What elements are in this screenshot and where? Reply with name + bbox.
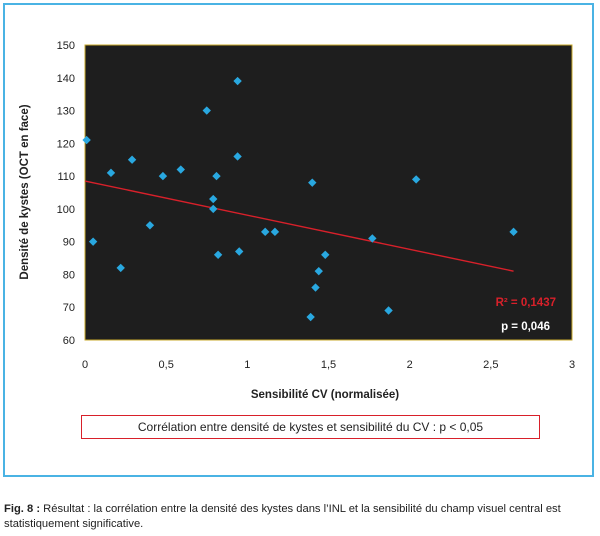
data-point — [209, 194, 218, 204]
data-point — [384, 306, 393, 315]
data-point — [213, 250, 223, 259]
data-point — [314, 266, 323, 276]
data-point — [411, 175, 421, 184]
data-point — [306, 312, 315, 322]
x-tick-label: 0 — [82, 359, 88, 371]
figure-caption: Fig. 8 : Résultat : la corrélation entre… — [4, 502, 598, 532]
data-points — [82, 76, 518, 322]
data-point — [212, 171, 221, 181]
data-point — [127, 155, 137, 164]
data-point — [145, 221, 155, 230]
correlation-note: Corrélation entre densité de kystes et s… — [81, 415, 540, 439]
x-tick-label: 2 — [407, 359, 413, 371]
p-annotation: p = 0,046 — [501, 321, 550, 333]
data-point — [235, 247, 244, 256]
y-tick-label: 150 — [57, 40, 75, 52]
data-point — [176, 165, 185, 174]
y-tick-label: 110 — [57, 171, 75, 183]
r2-annotation: R² = 0,1437 — [496, 297, 556, 309]
data-point — [368, 234, 377, 243]
data-point — [88, 237, 98, 246]
y-axis-ticks: 60 70 80 90 100 110 120 130 140 150 — [57, 40, 75, 347]
data-point — [509, 227, 518, 237]
x-tick-label: 0,5 — [159, 359, 174, 371]
data-point — [233, 76, 242, 86]
data-point — [308, 178, 317, 187]
y-tick-label: 120 — [57, 138, 75, 150]
data-point — [116, 263, 125, 273]
data-point — [321, 250, 330, 259]
data-point — [270, 227, 280, 237]
data-point — [209, 204, 218, 214]
data-point — [311, 283, 320, 292]
y-tick-label: 60 — [63, 335, 75, 347]
x-axis-label: Sensibilité CV (normalisée) — [251, 389, 399, 401]
plot-area — [84, 44, 573, 341]
y-tick-label: 80 — [63, 269, 75, 281]
x-tick-label: 3 — [569, 359, 575, 371]
y-tick-label: 90 — [63, 237, 75, 249]
data-point — [106, 168, 116, 178]
data-point — [158, 171, 168, 181]
caption-label: Fig. 8 : — [4, 503, 41, 515]
scatter-chart: 60 70 80 90 100 110 120 130 140 150 0 0,5 1 1,5 2 2,5 3… — [19, 40, 575, 401]
x-tick-label: 1 — [244, 359, 250, 371]
y-tick-label: 130 — [57, 106, 75, 118]
trendline — [84, 180, 514, 272]
data-point — [82, 135, 91, 145]
data-point — [202, 106, 211, 115]
data-point — [233, 152, 242, 161]
data-point — [260, 227, 270, 237]
y-axis-label: Densité de kystes (OCT en face) — [19, 104, 31, 279]
y-tick-label: 140 — [57, 73, 75, 85]
y-tick-label: 70 — [63, 302, 75, 314]
x-axis-ticks: 0 0,5 1 1,5 2 2,5 3 — [82, 359, 575, 371]
x-tick-label: 1,5 — [321, 359, 336, 371]
x-tick-label: 2,5 — [483, 359, 498, 371]
caption-text: Résultat : la corrélation entre la densi… — [4, 503, 561, 530]
y-tick-label: 100 — [57, 204, 75, 216]
